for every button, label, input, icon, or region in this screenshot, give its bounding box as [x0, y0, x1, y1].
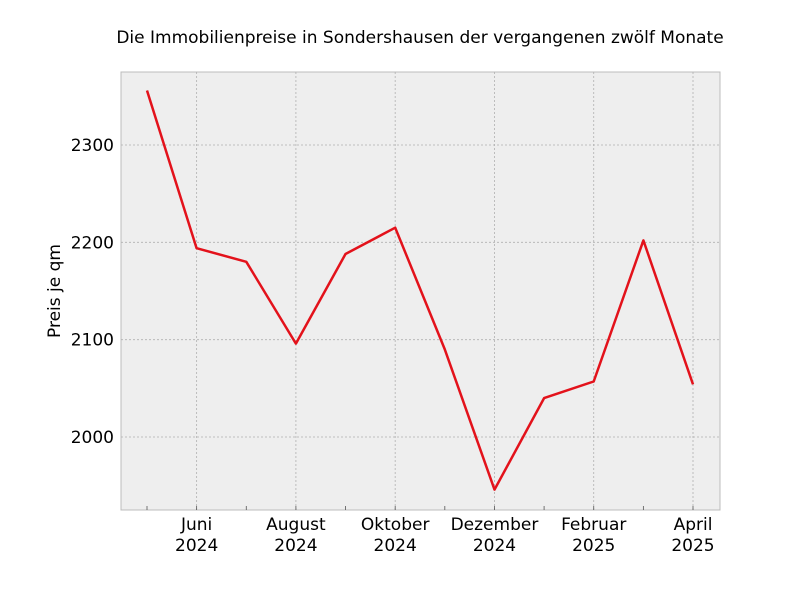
- x-tick-label: Februar 2025: [561, 515, 626, 556]
- y-tick-label: 2000: [71, 428, 114, 448]
- x-tick-label: April 2025: [671, 515, 714, 556]
- x-tick-label: August 2024: [266, 515, 326, 556]
- series-line: [145, 90, 695, 491]
- grid-lines: [121, 72, 720, 510]
- x-tick-label: Dezember 2024: [451, 515, 539, 556]
- y-axis-label: Preis je qm: [45, 244, 65, 338]
- y-axis: 2000 2100 2200 2300: [71, 136, 114, 448]
- chart-title: Die Immobilienpreise in Sondershausen de…: [116, 28, 723, 48]
- y-tick-label: 2200: [71, 233, 114, 253]
- x-axis: Juni 2024 August 2024 Oktober 2024 Dezember 202…: [146, 506, 715, 556]
- x-tick-label: Oktober 2024: [361, 515, 430, 556]
- y-tick-label: 2300: [71, 136, 114, 156]
- x-tick-label: Juni 2024: [175, 515, 218, 556]
- y-tick-label: 2100: [71, 331, 114, 351]
